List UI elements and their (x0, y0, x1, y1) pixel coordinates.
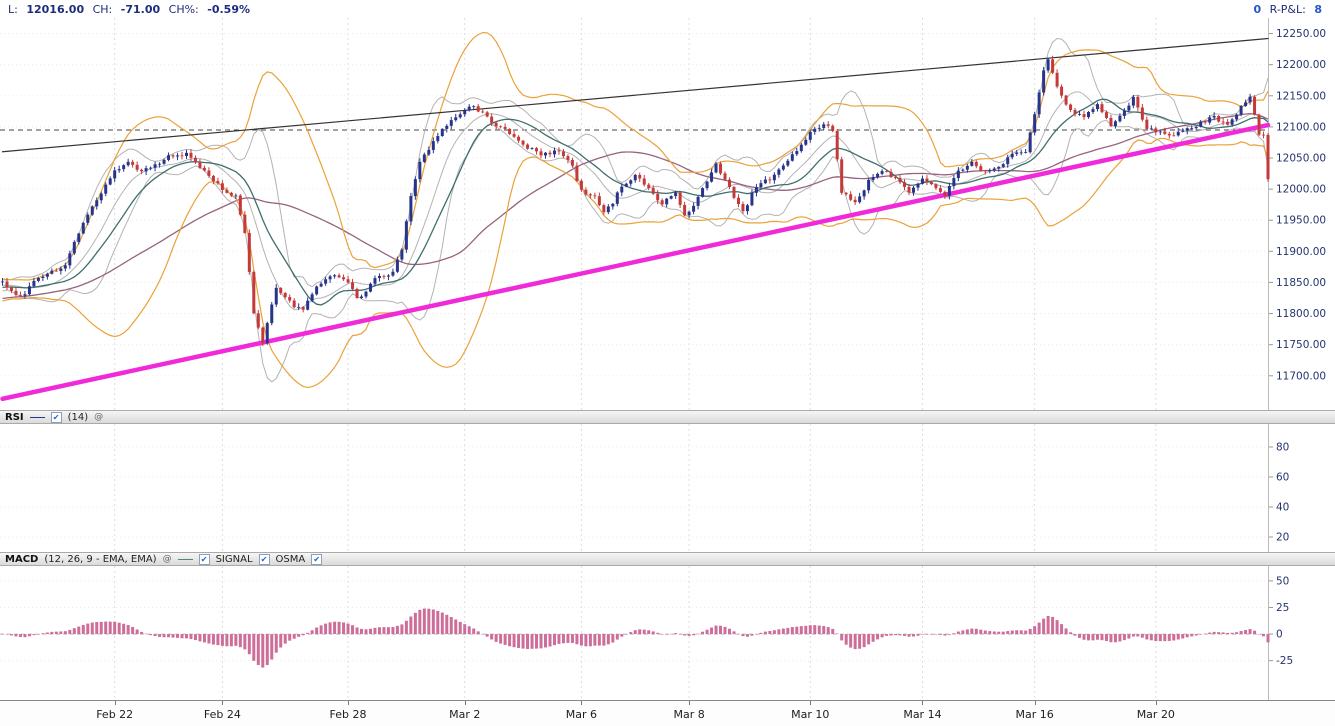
last-label: L: (8, 2, 18, 16)
osma-visibility-checkbox[interactable]: ✔ (311, 553, 323, 565)
price-axis-label: 11800.00 (1276, 308, 1326, 320)
status-bar: L: 12016.00 CH: -71.00 CH%: -0.59% 0 R-P… (0, 0, 1335, 18)
time-label: Mar 16 (1015, 708, 1054, 721)
macd-line-sample (177, 558, 193, 560)
last-value: 12016.00 (26, 2, 85, 16)
rsi-axis-label: 20 (1276, 531, 1289, 543)
time-label: Mar 8 (673, 708, 705, 721)
macd-title: MACD (5, 553, 39, 565)
pnl-readout: 0 R-P&L: 8 (1253, 3, 1327, 16)
macd-params: (12, 26, 9 - EMA, EMA) (44, 553, 157, 565)
pnl-value: 8 (1314, 2, 1322, 16)
change-pct-label: CH%: (168, 2, 199, 16)
time-label: Mar 20 (1136, 708, 1175, 721)
macd-settings-icon[interactable]: @ (162, 554, 172, 564)
price-axis-label: 11700.00 (1276, 370, 1326, 382)
macd-axis-label: 0 (1276, 629, 1283, 641)
last-price-readout: L: 12016.00 CH: -71.00 CH%: -0.59% (8, 3, 255, 16)
price-chart[interactable]: 12250.00 12200.00 12150.00 12100.00 12050.00… (0, 18, 1335, 410)
time-tick (1034, 701, 1036, 705)
price-axis-label: 12250.00 (1276, 28, 1326, 40)
change-value: -71.00 (120, 2, 161, 16)
rsi-axis-label: 80 (1276, 441, 1289, 453)
price-axis-label: 11950.00 (1276, 215, 1326, 227)
macd-panel: 50 25 0 -25 (0, 566, 1335, 700)
rsi-params: (14) (67, 411, 89, 423)
rsi-visibility-checkbox[interactable]: ✔ (50, 411, 62, 423)
time-tick (922, 701, 924, 705)
rsi-line-sample (29, 416, 45, 418)
position-count: 0 (1253, 2, 1262, 16)
macd-visibility-checkbox[interactable]: ✔ (198, 553, 210, 565)
rsi-chart[interactable]: 80 60 40 20 (0, 424, 1335, 552)
time-label: Feb 22 (96, 708, 134, 721)
osma-label: OSMA (275, 553, 306, 565)
resistance-trendline[interactable] (1, 37, 1269, 153)
time-label: Mar 6 (565, 708, 598, 721)
time-tick (348, 701, 350, 705)
time-label: Mar 2 (449, 708, 481, 721)
macd-axis-label: 25 (1276, 602, 1289, 614)
signal-label: SIGNAL (215, 553, 253, 565)
time-axis[interactable]: Feb 22 Feb 24 Feb 28 Mar 2 Mar 6 Mar 8 Mar 10 M… (0, 700, 1335, 726)
rsi-title: RSI (5, 411, 24, 423)
change-label: CH: (92, 2, 113, 16)
time-tick (222, 701, 224, 705)
price-axis-label: 12200.00 (1276, 59, 1326, 71)
rsi-axis-label: 40 (1276, 501, 1289, 513)
pnl-label: R-P&L: (1269, 2, 1306, 16)
macd-pane-header: MACD (12, 26, 9 - EMA, EMA) @ ✔ SIGNAL ✔… (0, 552, 1335, 566)
price-axis-label: 12150.00 (1276, 90, 1326, 102)
time-label: Mar 14 (903, 708, 942, 721)
time-tick (810, 701, 812, 705)
rsi-axis-label: 60 (1276, 471, 1289, 483)
rsi-settings-icon[interactable]: @ (94, 412, 104, 422)
rsi-pane-header: RSI ✔ (14) @ (0, 410, 1335, 424)
price-axis-label: 12100.00 (1276, 121, 1326, 133)
price-axis-label: 11900.00 (1276, 246, 1326, 258)
macd-chart[interactable]: 50 25 0 -25 (0, 566, 1335, 700)
price-panel: 12250.00 12200.00 12150.00 12100.00 12050.00… (0, 18, 1335, 410)
price-axis-label: 11850.00 (1276, 277, 1326, 289)
macd-axis-label: -25 (1276, 655, 1293, 667)
time-label: Mar 10 (791, 708, 830, 721)
change-pct-value: -0.59% (207, 2, 250, 16)
time-tick (114, 701, 116, 705)
price-axis-label: 11750.00 (1276, 339, 1326, 351)
time-label: Feb 28 (329, 708, 367, 721)
signal-visibility-checkbox[interactable]: ✔ (258, 553, 270, 565)
time-tick (581, 701, 583, 705)
time-tick (689, 701, 691, 705)
macd-axis-label: 50 (1276, 575, 1289, 587)
time-label: Feb 24 (203, 708, 241, 721)
rsi-panel: 80 60 40 20 (0, 424, 1335, 552)
time-tick (464, 701, 466, 705)
price-axis-label: 12000.00 (1276, 184, 1326, 196)
time-tick (1155, 701, 1157, 705)
price-axis-label: 12050.00 (1276, 153, 1326, 165)
support-trendline[interactable] (0, 122, 1271, 402)
